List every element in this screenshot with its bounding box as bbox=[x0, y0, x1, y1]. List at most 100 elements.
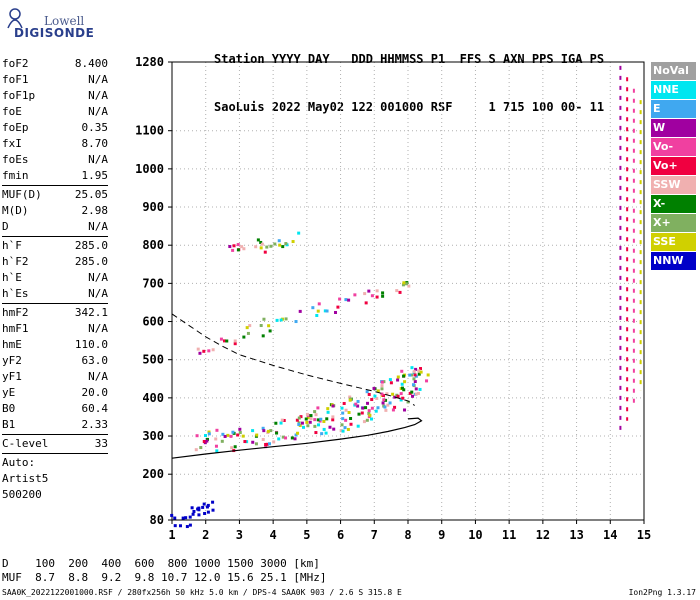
param-row-fof2: foF2 8.400 bbox=[0, 56, 110, 72]
echo-point bbox=[300, 421, 304, 425]
echo-point bbox=[391, 392, 395, 396]
param-value: 2.33 bbox=[81, 418, 109, 431]
legend-item-w: W bbox=[651, 119, 696, 137]
echo-point bbox=[251, 429, 255, 433]
echo-point bbox=[380, 380, 384, 384]
param-value: 110.0 bbox=[74, 338, 108, 351]
x-tick-label: 5 bbox=[303, 528, 310, 542]
echo-point bbox=[245, 440, 249, 444]
echo-point bbox=[268, 442, 272, 446]
echo-point bbox=[319, 417, 323, 421]
echo-point bbox=[205, 437, 209, 441]
echo-point bbox=[370, 398, 374, 402]
param-row-foes: foEs N/A bbox=[0, 152, 110, 168]
echo-point bbox=[220, 439, 224, 443]
echo-point bbox=[260, 242, 264, 246]
echo-point bbox=[417, 372, 421, 376]
param-value: 2.98 bbox=[81, 204, 109, 217]
echo-point bbox=[365, 418, 369, 422]
echo-point bbox=[194, 448, 198, 452]
param-separator bbox=[2, 185, 108, 186]
param-value: 33 bbox=[94, 437, 108, 450]
echo-point bbox=[353, 293, 357, 297]
echo-point bbox=[230, 446, 234, 450]
echo-point bbox=[367, 289, 371, 293]
param-name: C-level bbox=[2, 437, 49, 450]
echo-point bbox=[364, 406, 368, 410]
param-name: D bbox=[2, 220, 9, 233]
echo-point bbox=[272, 440, 276, 444]
x-tick-label: 10 bbox=[468, 528, 482, 542]
echo-point bbox=[207, 430, 211, 434]
echo-point bbox=[298, 309, 302, 313]
x-tick-label: 7 bbox=[371, 528, 378, 542]
echo-point bbox=[375, 396, 379, 400]
logo-lowell-text: Lowell bbox=[44, 14, 85, 28]
param-value: 20.0 bbox=[81, 386, 109, 399]
echo-point bbox=[211, 508, 215, 512]
echo-point bbox=[261, 437, 265, 441]
echo-point bbox=[367, 412, 371, 416]
echo-point bbox=[277, 437, 281, 441]
y-tick-label: 300 bbox=[142, 429, 164, 443]
echo-point bbox=[281, 245, 285, 249]
echo-point bbox=[381, 394, 385, 398]
logo-brand-text: DIGISONDE bbox=[14, 26, 95, 40]
echo-point bbox=[236, 433, 240, 437]
echo-point bbox=[349, 422, 353, 426]
echo-point bbox=[393, 395, 397, 399]
echo-point bbox=[214, 444, 218, 448]
echo-point bbox=[181, 516, 185, 520]
param-row-hf2: h`F2 285.0 bbox=[0, 254, 110, 270]
echo-point bbox=[320, 432, 324, 436]
echo-point bbox=[340, 423, 344, 427]
x-tick-label: 13 bbox=[569, 528, 583, 542]
echo-point bbox=[211, 500, 215, 504]
echo-point bbox=[401, 396, 405, 400]
echo-point bbox=[293, 437, 297, 441]
echo-point bbox=[290, 436, 294, 440]
echo-point bbox=[192, 509, 196, 513]
echo-point bbox=[229, 434, 233, 438]
echo-point bbox=[375, 295, 379, 299]
echo-point bbox=[413, 380, 417, 384]
echo-point bbox=[418, 387, 422, 391]
echo-point bbox=[306, 424, 310, 428]
echo-point bbox=[331, 415, 335, 419]
muf-value-row: MUF 8.7 8.8 9.2 9.8 10.7 12.0 15.6 25.1 … bbox=[2, 571, 327, 584]
echo-point bbox=[251, 440, 255, 444]
echo-point bbox=[190, 506, 194, 510]
param-name: yF1 bbox=[2, 370, 22, 383]
topside-profile bbox=[171, 313, 415, 406]
echo-point bbox=[317, 302, 321, 306]
echo-point bbox=[264, 443, 268, 447]
echo-point bbox=[268, 329, 272, 333]
echo-point bbox=[223, 339, 227, 343]
echo-point bbox=[391, 408, 395, 412]
param-row-he: h`E N/A bbox=[0, 270, 110, 286]
echo-point bbox=[311, 306, 315, 310]
echo-point bbox=[376, 389, 380, 393]
echo-point bbox=[374, 409, 378, 413]
legend-item-x: X+ bbox=[651, 214, 696, 232]
param-value: N/A bbox=[88, 73, 108, 86]
antenna-logo-icon bbox=[7, 8, 23, 29]
echo-point bbox=[363, 292, 367, 296]
echo-point bbox=[236, 248, 240, 252]
echo-point bbox=[412, 370, 416, 374]
echo-point bbox=[231, 430, 235, 434]
param-value: 60.4 bbox=[81, 402, 109, 415]
param-value: N/A bbox=[88, 322, 108, 335]
echo-point bbox=[202, 439, 206, 443]
echo-point bbox=[197, 508, 201, 512]
echo-point bbox=[308, 420, 312, 424]
echo-point bbox=[254, 245, 258, 249]
echo-point bbox=[385, 392, 389, 396]
echo-point bbox=[324, 431, 328, 435]
echo-point bbox=[309, 414, 313, 418]
echo-point bbox=[240, 245, 244, 249]
echo-point bbox=[291, 240, 295, 244]
echo-point bbox=[416, 391, 420, 395]
echo-point bbox=[198, 351, 202, 355]
echo-point bbox=[384, 408, 388, 412]
